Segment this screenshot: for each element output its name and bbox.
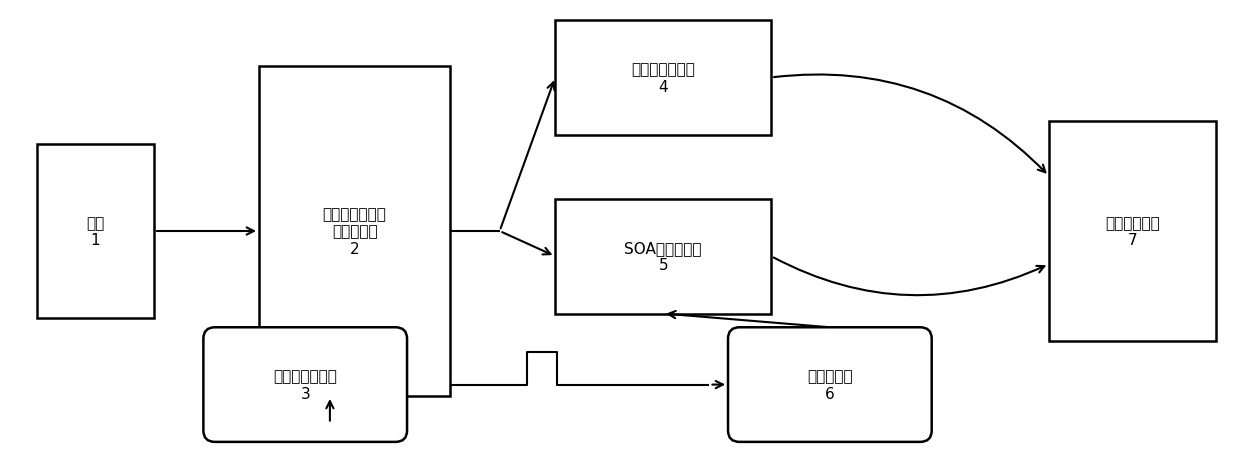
Text: 脉冲发生器
6: 脉冲发生器 6 bbox=[807, 369, 853, 401]
Text: 光源
1: 光源 1 bbox=[87, 215, 104, 248]
Bar bbox=[1049, 122, 1215, 341]
Text: 压电陶瓷可调谐
波长滤波器
2: 压电陶瓷可调谐 波长滤波器 2 bbox=[322, 206, 387, 257]
Bar bbox=[259, 67, 450, 396]
Text: 光谱对比模块
7: 光谱对比模块 7 bbox=[1105, 215, 1159, 248]
Text: 三角波电压驱动
3: 三角波电压驱动 3 bbox=[273, 369, 337, 401]
Text: SOA环形激光器
5: SOA环形激光器 5 bbox=[625, 240, 702, 273]
Bar bbox=[37, 144, 154, 319]
FancyBboxPatch shape bbox=[203, 327, 407, 442]
Bar bbox=[556, 21, 771, 136]
FancyBboxPatch shape bbox=[728, 327, 931, 442]
Text: 标准梳状滤波器
4: 标准梳状滤波器 4 bbox=[631, 62, 696, 94]
Bar bbox=[556, 200, 771, 314]
